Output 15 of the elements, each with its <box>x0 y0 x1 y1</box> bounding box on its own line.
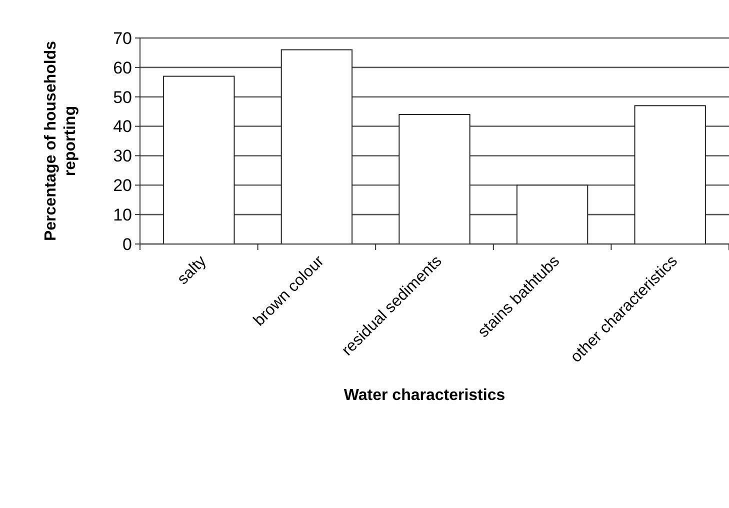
y-tick-label: 20 <box>113 176 132 196</box>
bar <box>516 184 588 244</box>
y-axis-title: Percentage of households reporting <box>42 40 79 242</box>
bar <box>280 49 353 244</box>
y-tick-label: 50 <box>113 88 132 107</box>
x-axis-title: Water characteristics <box>344 387 506 404</box>
y-tick-label: 30 <box>113 146 132 166</box>
y-tick-label: 40 <box>113 117 132 136</box>
y-tick-label: 70 <box>113 28 132 48</box>
bar <box>398 114 470 244</box>
y-tick-label: 0 <box>122 234 132 254</box>
bar <box>163 76 235 244</box>
y-tick-label: 60 <box>113 58 132 78</box>
y-tick-label: 10 <box>113 206 132 225</box>
bar <box>634 105 706 244</box>
